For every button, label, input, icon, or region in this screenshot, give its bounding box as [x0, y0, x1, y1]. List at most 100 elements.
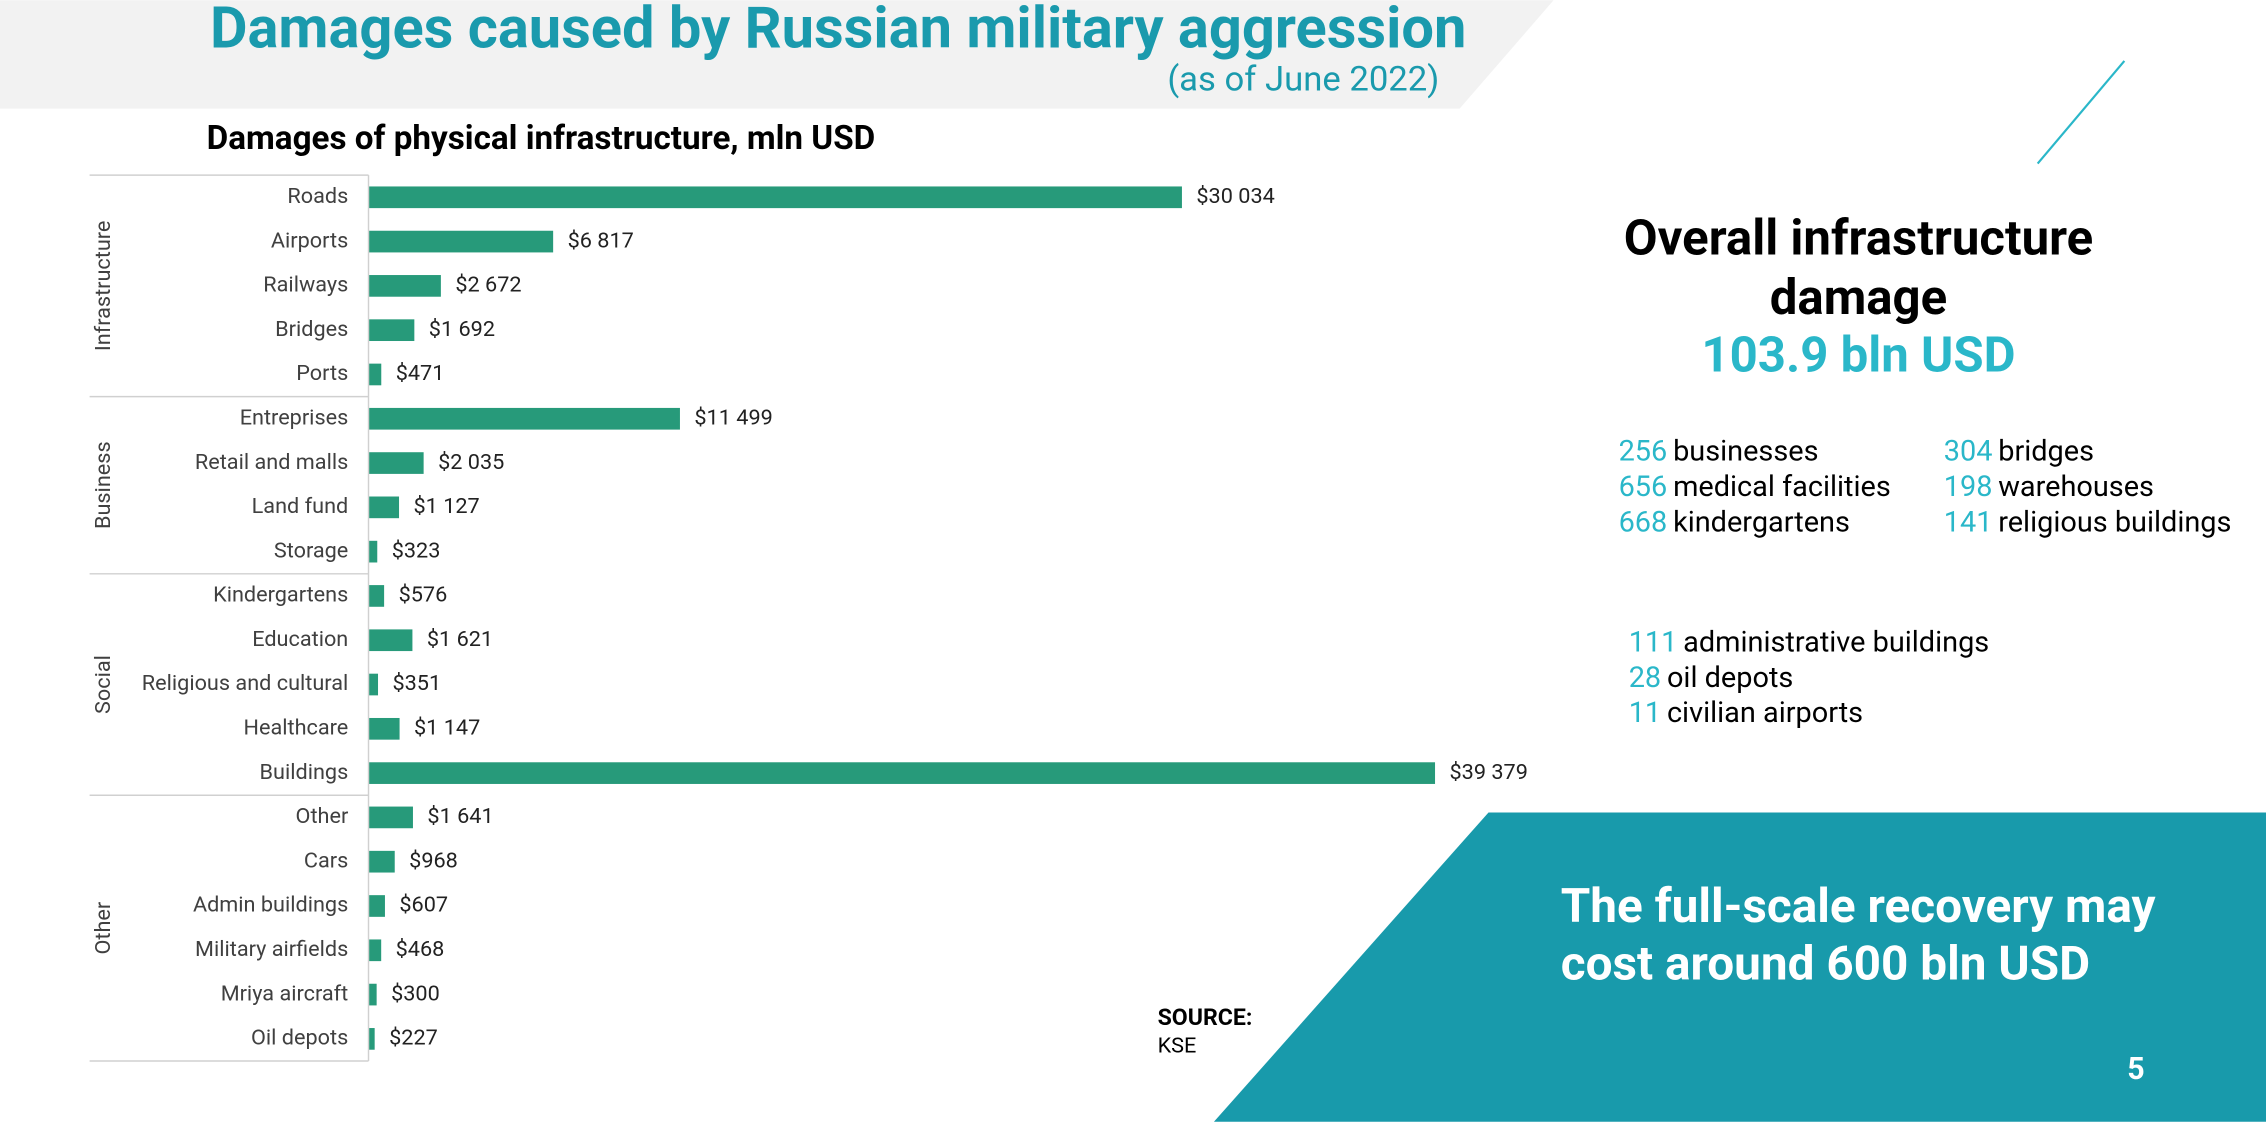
bar — [368, 363, 382, 386]
value-label: $1 692 — [429, 317, 495, 342]
stat-item: 28 oil depots — [1629, 660, 1794, 694]
stat-label: businesses — [1673, 434, 1818, 468]
bar — [368, 540, 378, 563]
stat-count: 141 — [1944, 505, 1993, 539]
stat-item: 198 warehouses — [1944, 470, 2154, 504]
stat-item: 11 civilian airports — [1629, 696, 1863, 730]
value-label: $607 — [399, 893, 448, 918]
slide-title: Damages caused by Russian military aggre… — [210, 0, 1467, 62]
category-label: Railways — [263, 273, 348, 298]
bar — [368, 806, 413, 829]
value-label: $576 — [399, 583, 448, 608]
stat-count: 11 — [1629, 696, 1661, 730]
category-label: Admin buildings — [193, 893, 348, 918]
bar — [368, 1028, 375, 1050]
group-label: Social — [91, 655, 116, 714]
value-label: $471 — [396, 361, 445, 386]
category-label: Religious and cultural — [142, 671, 348, 696]
stat-item: 256 businesses — [1619, 434, 1819, 468]
stat-count: 111 — [1629, 625, 1678, 659]
stat-count: 668 — [1619, 505, 1668, 539]
stat-label: oil depots — [1667, 660, 1793, 694]
page-number: 5 — [2127, 1052, 2144, 1087]
group-label: Other — [91, 901, 116, 954]
category-label: Storage — [274, 538, 348, 563]
source-text: KSE — [1158, 1033, 1197, 1058]
overall-total: 103.9 bln USD — [1701, 326, 2015, 384]
bar — [368, 673, 379, 696]
value-label: $11 499 — [694, 405, 772, 430]
bar — [368, 496, 400, 519]
stat-label: administrative buildings — [1683, 625, 1989, 659]
category-label: Education — [252, 627, 348, 652]
value-label: $2 672 — [455, 273, 521, 298]
decor-line — [2036, 60, 2126, 165]
stat-item: 141 religious buildings — [1944, 505, 2232, 539]
value-label: $1 621 — [427, 627, 493, 652]
stat-label: kindergartens — [1673, 505, 1850, 539]
value-label: $1 147 — [414, 716, 480, 741]
value-label: $323 — [392, 538, 441, 563]
bar — [368, 230, 554, 253]
group-label: Infrastructure — [91, 221, 116, 352]
bar — [368, 585, 385, 607]
category-label: Airports — [271, 228, 348, 253]
bar — [368, 983, 377, 1006]
category-label: Kindergartens — [213, 583, 348, 608]
source-label: SOURCE: — [1158, 1004, 1253, 1031]
category-label: Ports — [296, 361, 348, 386]
category-label: Cars — [304, 848, 348, 873]
value-label: $968 — [409, 848, 458, 873]
value-label: $6 817 — [568, 228, 634, 253]
group-label: Business — [91, 441, 116, 529]
value-label: $1 641 — [427, 804, 493, 829]
stat-count: 304 — [1944, 434, 1993, 468]
bar — [368, 762, 1436, 784]
value-label: $227 — [389, 1026, 438, 1051]
value-label: $39 379 — [1449, 760, 1527, 785]
category-label: Buildings — [260, 760, 349, 785]
header-band — [0, 0, 1554, 109]
stat-item: 656 medical facilities — [1619, 470, 1891, 504]
bar — [368, 717, 400, 740]
value-label: $1 127 — [413, 494, 479, 519]
category-label: Other — [296, 804, 349, 829]
category-label: Roads — [287, 184, 348, 209]
bar — [368, 275, 441, 297]
recovery-text: cost around 600 bln USD — [1561, 936, 2090, 992]
stat-label: religious buildings — [1998, 505, 2231, 539]
stat-count: 256 — [1619, 434, 1668, 468]
stat-item: 111 administrative buildings — [1629, 625, 1990, 659]
bar — [368, 186, 1182, 209]
category-label: Bridges — [275, 317, 348, 342]
bar — [368, 629, 413, 652]
bar — [368, 319, 415, 342]
bar — [368, 452, 424, 474]
bar — [368, 407, 680, 430]
stat-count: 198 — [1944, 470, 1993, 504]
bar — [368, 939, 382, 962]
recovery-band — [1213, 812, 2266, 1122]
chart-title: Damages of physical infrastructure, mln … — [207, 119, 876, 158]
value-label: $351 — [392, 671, 441, 696]
stat-item: 668 kindergartens — [1619, 505, 1850, 539]
stat-label: bridges — [1998, 434, 2094, 468]
stat-label: civilian airports — [1667, 696, 1863, 730]
value-label: $2 035 — [438, 450, 504, 475]
stat-count: 28 — [1629, 660, 1661, 694]
category-label: Entreprises — [240, 405, 349, 430]
stat-label: medical facilities — [1673, 470, 1891, 504]
stat-label: warehouses — [1998, 470, 2154, 504]
value-label: $468 — [396, 937, 445, 962]
category-label: Healthcare — [244, 716, 349, 741]
value-label: $300 — [391, 981, 440, 1006]
overall-title: Overall infrastructure — [1624, 209, 2093, 267]
bar — [368, 895, 385, 917]
stat-item: 304 bridges — [1944, 434, 2094, 468]
bar — [368, 850, 395, 873]
stat-count: 656 — [1619, 470, 1668, 504]
value-label: $30 034 — [1196, 184, 1274, 209]
recovery-text: The full-scale recovery may — [1561, 878, 2156, 934]
category-label: Military airfields — [195, 937, 348, 962]
